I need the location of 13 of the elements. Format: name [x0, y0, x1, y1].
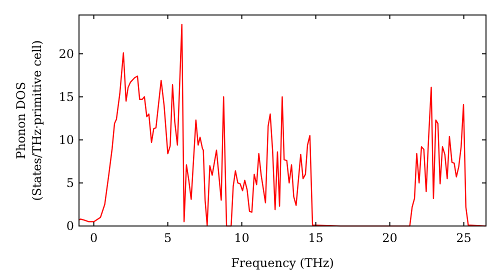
y-axis-title: Phonon DOS (States/THz·primitive cell) [14, 40, 44, 201]
x-tick-label: 15 [308, 231, 324, 245]
x-tick-label: 5 [164, 231, 172, 245]
y-tick-label: 20 [58, 46, 74, 61]
x-tick-label: 25 [456, 231, 472, 245]
y-tick-label: 10 [58, 133, 74, 148]
x-tick-label: 10 [234, 231, 250, 245]
y-tick-label: 0 [66, 219, 74, 234]
y-tick-label: 15 [58, 90, 74, 104]
x-tick-label: 0 [90, 231, 98, 245]
y-tick-label: 5 [66, 176, 74, 190]
x-axis-title: Frequency (THz) [231, 256, 334, 270]
x-tick-label: 20 [382, 231, 398, 245]
